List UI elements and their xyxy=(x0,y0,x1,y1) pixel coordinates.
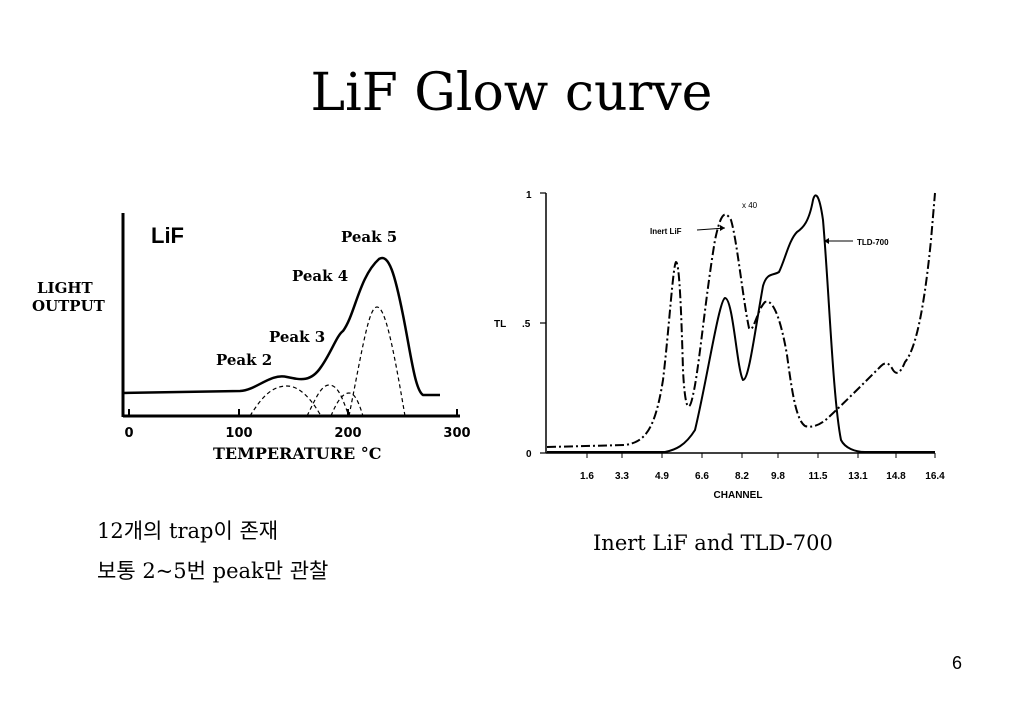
lif-label: LiF xyxy=(151,223,184,248)
right-y-tick-label: .5 xyxy=(522,319,531,330)
right-x-tick-label: 9.8 xyxy=(771,471,785,482)
right-x-tick-label: 6.6 xyxy=(695,471,709,482)
right-x-tick-label: 14.8 xyxy=(886,471,906,482)
right-x-tick-label: 16.4 xyxy=(925,471,945,482)
peak-5-label: Peak 5 xyxy=(341,228,397,246)
tld700-arrowhead xyxy=(824,238,829,244)
slide-title: LiF Glow curve xyxy=(310,63,713,123)
left-x-tick-label: 0 xyxy=(124,426,133,441)
left-x-tick-label: 200 xyxy=(334,426,361,441)
lif-glow-curve-figure: LiF LIGHT OUTPUT Peak 2 Peak 3 Peak 4 Pe… xyxy=(32,213,471,463)
peak-2-component xyxy=(249,385,322,417)
inert-lif-label: Inert LiF xyxy=(650,227,682,236)
left-x-tick-label: 100 xyxy=(225,426,252,441)
inert-lif-curve xyxy=(546,192,936,448)
right-x-tick-label: 8.2 xyxy=(735,471,749,482)
peak-3-label: Peak 3 xyxy=(269,328,325,346)
left-xlabel: TEMPERATURE °C xyxy=(213,444,382,463)
tld700-label: TLD-700 xyxy=(857,238,889,247)
peak-4-label: Peak 4 xyxy=(292,267,348,285)
right-ylabel: TL xyxy=(494,319,506,330)
peak-4-component xyxy=(330,392,364,417)
left-x-tick-label: 300 xyxy=(443,426,470,441)
inert-lif-arrowhead xyxy=(720,225,725,231)
glow-curve xyxy=(122,256,440,397)
right-xlabel: CHANNEL xyxy=(714,490,763,501)
notes: 12개의 trap이 존재 보통 2~5번 peak만 관찰 xyxy=(97,511,328,591)
right-x-tick-label: 13.1 xyxy=(848,471,868,482)
left-ylabel-line2: OUTPUT xyxy=(32,297,106,315)
right-x-tick-label: 1.6 xyxy=(580,471,594,482)
note-line: 보통 2~5번 peak만 관찰 xyxy=(97,559,329,583)
tld700-curve xyxy=(547,194,935,453)
figure-caption: Inert LiF and TLD-700 xyxy=(593,531,833,555)
inert-lif-tld700-figure: 1 .5 0 TL 1.6 3.3 4.9 6.6 8.2 9.8 11.5 1… xyxy=(494,190,945,501)
x40-annotation: x 40 xyxy=(742,201,758,210)
right-x-tick-label: 3.3 xyxy=(615,471,629,482)
peak-2-label: Peak 2 xyxy=(216,351,272,369)
right-x-tick-label: 11.5 xyxy=(809,471,828,482)
peak-5-component xyxy=(348,306,406,417)
page-number: 6 xyxy=(952,653,963,673)
note-line: 12개의 trap이 존재 xyxy=(97,519,279,543)
peak-3-component xyxy=(306,384,350,417)
left-ylabel-line1: LIGHT xyxy=(37,279,94,297)
right-y-tick-label: 0 xyxy=(526,449,532,460)
right-x-tick-label: 4.9 xyxy=(655,471,669,482)
right-x-ticks xyxy=(586,453,936,458)
right-y-tick-label: 1 xyxy=(526,190,532,201)
